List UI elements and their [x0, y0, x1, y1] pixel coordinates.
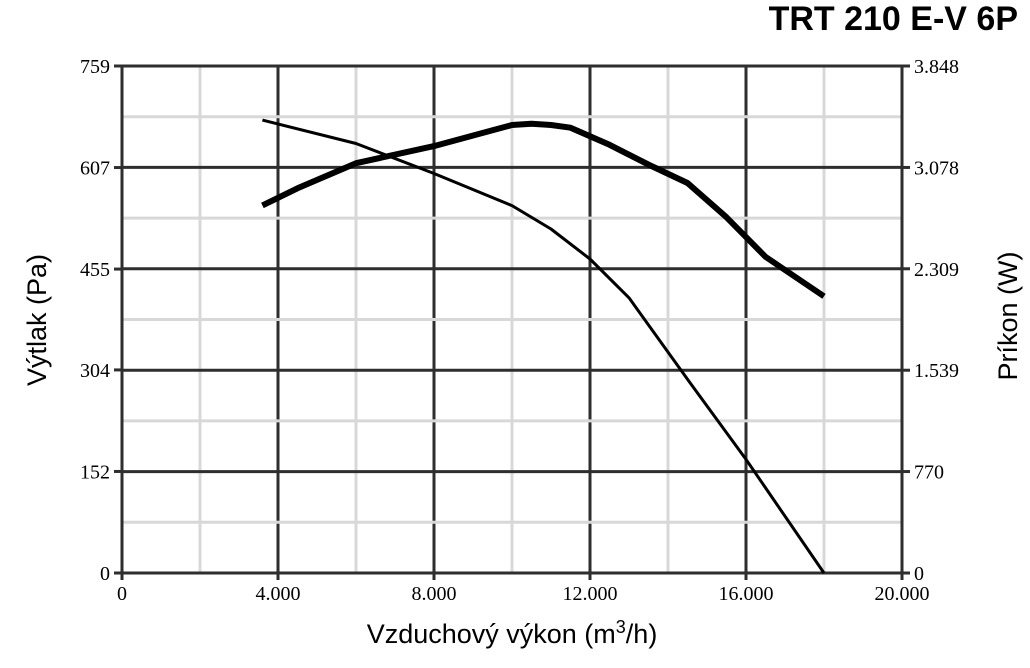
y2-axis-label: Príkon (W) [993, 251, 1023, 380]
y-tick-label: 607 [80, 158, 110, 180]
y-tick-label: 759 [80, 56, 110, 78]
chart-title: TRT 210 E-V 6P [769, 0, 1018, 38]
y-axis-label: Výtlak (Pa) [22, 254, 52, 386]
y2-tick-label: 1.539 [914, 360, 959, 382]
x-tick-label: 4.000 [256, 583, 301, 605]
x-tick-label: 20.000 [875, 583, 930, 605]
y-tick-label: 304 [80, 360, 110, 382]
y-tick-label: 455 [80, 259, 110, 281]
y2-tick-label: 3.078 [914, 157, 959, 179]
y-tick-label: 0 [100, 563, 110, 585]
series [261, 118, 826, 574]
x-axis-label: Vzduchový výkon (m3/h) [367, 617, 658, 649]
y-tick-label: 152 [80, 461, 110, 483]
grid [122, 66, 902, 573]
x-axis-label-end: /h) [626, 619, 658, 649]
y2-tick-label: 0 [914, 563, 924, 585]
y2-tick-label: 2.309 [914, 259, 959, 281]
plot-frame [120, 64, 904, 575]
x-tick-label: 8.000 [412, 583, 457, 605]
y2-tick-label: 770 [914, 462, 944, 484]
x-tick-label: 16.000 [719, 583, 774, 605]
pressure-curve-line [262, 118, 826, 574]
x-axis-label-superscript: 3 [616, 617, 626, 637]
power-curve-line [261, 120, 826, 299]
x-tick-label: 0 [117, 583, 127, 605]
x-tick-label: 12.000 [563, 583, 618, 605]
ticks: 0 4.000 8.000 12.000 16.000 20.00001523044556… [80, 56, 959, 605]
y2-tick-label: 3.848 [914, 56, 959, 78]
